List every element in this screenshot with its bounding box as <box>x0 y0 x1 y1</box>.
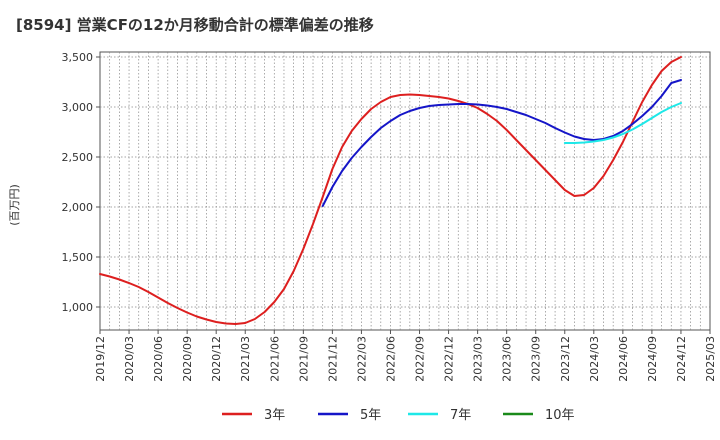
x-tick-label: 2023/12 <box>559 336 572 382</box>
plot-area <box>99 51 711 331</box>
x-tick-label: 2023/09 <box>530 336 543 382</box>
x-tick-label: 2025/03 <box>704 336 717 382</box>
legend-label-5年: 5年 <box>360 408 381 423</box>
x-tick-label: 2020/12 <box>210 336 223 382</box>
y-tick-label: 1,500 <box>62 251 94 264</box>
legend: 3年 5年 7年 10年 <box>222 408 575 423</box>
x-tick-label: 2023/06 <box>501 336 514 382</box>
x-tick-label: 2022/12 <box>443 336 456 382</box>
series-line-5年 <box>321 79 682 207</box>
x-tick-label: 2019/12 <box>94 336 107 382</box>
y-axis: 1,000 1,500 2,000 2,500 3,000 3,500 <box>62 51 100 314</box>
series-group <box>99 56 682 325</box>
x-tick-label: 2020/06 <box>152 336 165 382</box>
legend-label-7年: 7年 <box>450 408 471 423</box>
y-tick-label: 3,000 <box>62 101 94 114</box>
x-tick-label: 2022/06 <box>384 336 397 382</box>
series-line-3年 <box>99 56 682 325</box>
grid-lines <box>100 52 710 330</box>
x-tick-label: 2021/09 <box>297 336 310 382</box>
x-tick-label: 2024/12 <box>675 336 688 382</box>
x-tick-label: 2022/03 <box>355 336 368 382</box>
x-tick-label: 2020/03 <box>123 336 136 382</box>
x-tick-label: 2020/09 <box>181 336 194 382</box>
y-tick-label: 1,000 <box>62 301 94 314</box>
x-tick-label: 2024/09 <box>646 336 659 382</box>
x-tick-label: 2021/03 <box>239 336 252 382</box>
y-tick-label: 2,500 <box>62 151 94 164</box>
x-tick-label: 2022/09 <box>414 336 427 382</box>
x-axis: 2019/12 2020/03 2020/06 2020/09 2020/12 2021/… <box>94 330 717 382</box>
y-tick-label: 3,500 <box>62 51 94 64</box>
y-tick-label: 2,000 <box>62 201 94 214</box>
chart-title: [8594] 営業CFの12か月移動合計の標準偏差の推移 <box>16 16 374 34</box>
series-line-7年 <box>563 102 682 144</box>
legend-label-3年: 3年 <box>264 408 285 423</box>
x-tick-label: 2024/03 <box>588 336 601 382</box>
x-tick-label: 2024/06 <box>617 336 630 382</box>
x-tick-label: 2023/03 <box>472 336 485 382</box>
x-tick-label: 2021/06 <box>268 336 281 382</box>
x-tick-label: 2021/12 <box>326 336 339 382</box>
legend-label-10年: 10年 <box>545 408 575 423</box>
y-axis-label: (百万円) <box>8 184 21 226</box>
